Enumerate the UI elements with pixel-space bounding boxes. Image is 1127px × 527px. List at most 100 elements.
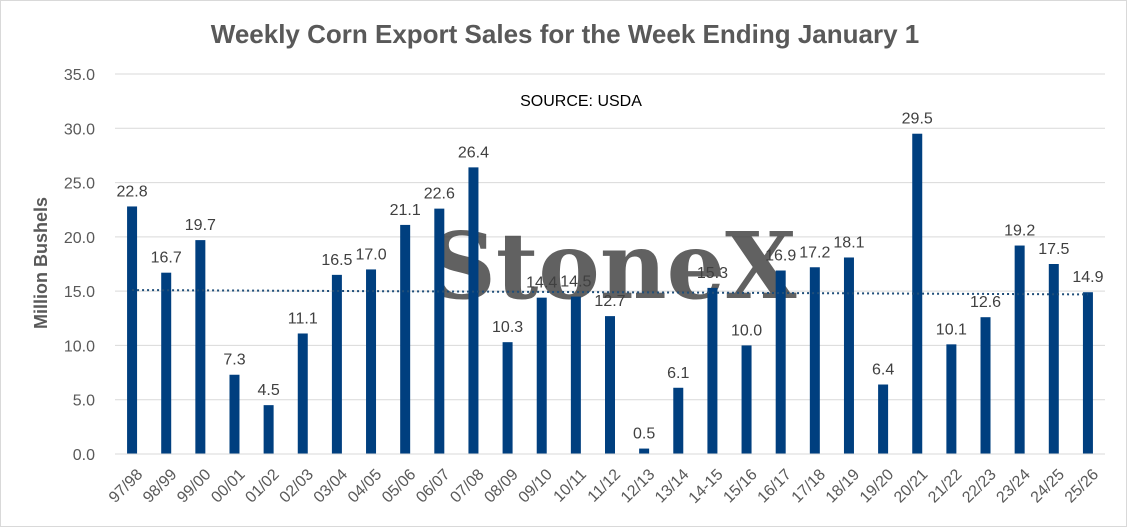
data-label: 7.3 [223, 352, 245, 369]
bar [1048, 264, 1059, 454]
x-tick-label: 24/25 [1028, 466, 1068, 506]
data-label: 21.1 [390, 202, 421, 219]
y-tick-label: 10.0 [64, 338, 95, 355]
data-label: 22.6 [424, 186, 455, 203]
data-label: 17.2 [799, 244, 830, 261]
x-tick-label: 22/23 [959, 466, 999, 506]
x-tick-label: 21/22 [925, 466, 965, 506]
x-tick-label: 20/21 [891, 466, 931, 506]
bar [127, 206, 138, 454]
bar [468, 167, 479, 454]
x-tick-label: 14-15 [686, 466, 727, 507]
bars [127, 133, 1093, 454]
data-label: 6.4 [872, 362, 894, 379]
x-tick-label: 02/03 [277, 466, 317, 506]
bar [980, 317, 991, 454]
bar [229, 374, 240, 454]
bar [297, 333, 308, 454]
bar [707, 287, 718, 454]
x-tick-label: 03/04 [311, 466, 351, 506]
bar [366, 269, 377, 454]
data-label: 17.5 [1038, 241, 1069, 258]
x-tick-label: 01/02 [242, 466, 282, 506]
x-tick-label: 09/10 [516, 466, 556, 506]
bar [161, 272, 172, 454]
data-label: 10.3 [492, 319, 523, 336]
x-tick-label: 05/06 [379, 466, 419, 506]
chart-title: Weekly Corn Export Sales for the Week En… [211, 19, 919, 49]
data-label: 16.5 [321, 252, 352, 269]
data-label: 4.5 [257, 382, 279, 399]
x-tick-label: 99/00 [174, 466, 214, 506]
x-tick-label: 17/18 [789, 466, 829, 506]
y-tick-label: 30.0 [64, 121, 95, 138]
data-label: 22.8 [116, 183, 147, 200]
bar [502, 342, 513, 454]
x-tick-label: 06/07 [413, 466, 453, 506]
data-label: 16.7 [151, 250, 182, 267]
x-tick-label: 97/98 [106, 466, 146, 506]
data-label: 16.9 [765, 248, 796, 265]
bar [263, 405, 274, 454]
x-tick-label: 23/24 [994, 466, 1034, 506]
gridlines [115, 73, 1105, 401]
x-tick-label: 19/20 [857, 466, 897, 506]
data-label: 12.7 [594, 293, 625, 310]
x-tick-label: 04/05 [345, 466, 385, 506]
y-tick-label: 15.0 [64, 284, 95, 301]
data-label: 18.1 [833, 234, 864, 251]
bar [536, 297, 547, 454]
data-label: 11.1 [288, 310, 318, 327]
y-axis-label: Million Bushels [31, 197, 51, 329]
bar [434, 208, 445, 454]
x-tick-label: 16/17 [755, 466, 795, 506]
x-tick-label: 00/01 [208, 466, 248, 506]
bar [843, 257, 854, 454]
bar [570, 296, 581, 454]
x-tick-label: 12/13 [618, 466, 658, 506]
bar [741, 345, 752, 454]
bar [775, 270, 786, 454]
x-tick-label: 10/11 [551, 466, 591, 506]
bar [1014, 245, 1025, 454]
data-labels: 22.8 16.719.7 7.3 4.5 11.1 16.5 17.0 21.122.6 26… [116, 111, 1103, 443]
bar [400, 224, 411, 454]
x-tick-label: 98/99 [140, 466, 180, 506]
x-tick-label: 18/19 [823, 466, 863, 506]
data-label: 12.6 [970, 294, 1001, 311]
data-label: 0.5 [633, 426, 655, 443]
data-label: 19.2 [1004, 223, 1035, 240]
y-axis-ticks: 0.0 5.0 10.0 15.0 20.0 25.0 30.0 35.0 [64, 67, 95, 464]
bar [946, 344, 957, 454]
data-label: 29.5 [902, 111, 933, 128]
bar [605, 316, 615, 454]
bar [878, 384, 889, 454]
data-label: 10.0 [731, 322, 762, 339]
x-axis-ticks: 97/9898/9999/0000/0101/0202/0303/0404/05… [106, 466, 1102, 507]
bar [1082, 292, 1093, 454]
data-label: 6.1 [667, 365, 689, 382]
bar [195, 240, 206, 454]
data-label: 10.1 [936, 321, 967, 338]
y-tick-label: 25.0 [64, 176, 95, 193]
bar [331, 274, 342, 454]
y-tick-label: 0.0 [73, 447, 95, 464]
watermark: StoneX [429, 212, 797, 320]
y-tick-label: 5.0 [73, 393, 95, 410]
data-label: 17.0 [355, 246, 386, 263]
x-tick-label: 13/14 [652, 466, 692, 506]
source-note: SOURCE: USDA [520, 93, 642, 110]
x-tick-label: 11/12 [585, 466, 625, 506]
bar [809, 267, 820, 454]
x-tick-label: 08/09 [481, 466, 521, 506]
data-label: 15.3 [697, 265, 728, 282]
data-label: 19.7 [185, 217, 216, 234]
data-label: 14.5 [560, 274, 591, 291]
data-label: 26.4 [458, 144, 489, 161]
x-tick-label: 25/26 [1062, 466, 1102, 506]
bar [673, 387, 684, 454]
x-tick-label: 15/16 [720, 466, 760, 506]
data-label: 14.4 [526, 275, 557, 292]
